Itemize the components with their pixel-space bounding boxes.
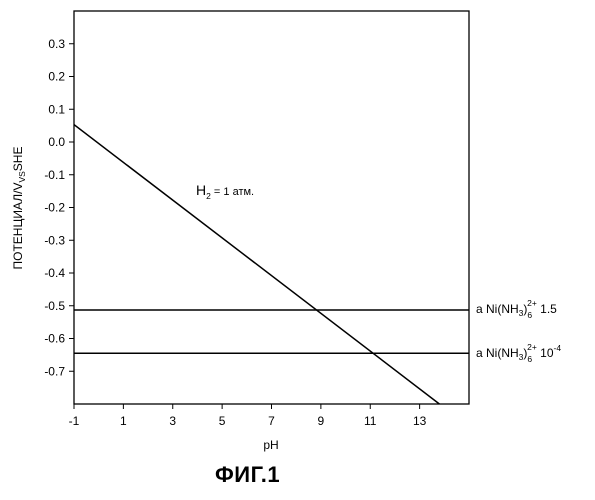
y-tick-label: -0.4 xyxy=(44,266,65,280)
plot-frame xyxy=(74,11,469,404)
x-tick-label: 3 xyxy=(169,414,176,428)
annotation-ni-high-value: 1.5 xyxy=(537,302,557,316)
annotation-ni-high-prefix: a Ni(NH xyxy=(476,302,519,316)
annotation-h2-main: H xyxy=(196,182,206,198)
y-tick-label: -0.6 xyxy=(44,332,65,346)
x-tick-label: 13 xyxy=(413,414,427,428)
annotation-ni-high-sub6: 6 xyxy=(527,310,532,320)
figure-caption: ФИГ.1 xyxy=(215,462,280,488)
annotation-ni-high: a Ni(NH3)62+ 1.5 xyxy=(476,298,557,320)
y-tick-label: -0.3 xyxy=(44,233,65,247)
y-tick-label: 0.1 xyxy=(48,102,65,116)
y-tick-label: 0.3 xyxy=(48,37,65,51)
y-tick-label: -0.1 xyxy=(44,168,65,182)
y-axis-title: ПОТЕНЦИАЛ/VVSSHE xyxy=(11,147,27,270)
annotation-ni-low-sub6: 6 xyxy=(527,354,532,364)
x-tick-label: 11 xyxy=(364,414,377,428)
x-tick-label: 5 xyxy=(219,414,226,428)
annotation-ni-low: a Ni(NH3)62+ 10-4 xyxy=(476,342,561,364)
annotation-ni-low-value: 10 xyxy=(537,346,554,360)
series-line-h2 xyxy=(74,125,439,404)
x-tick-label: 9 xyxy=(318,414,325,428)
annotation-ni-low-prefix: a Ni(NH xyxy=(476,346,519,360)
annotation-h2: H2 = 1 атм. xyxy=(196,182,254,201)
y-axis-title-sub: VS xyxy=(17,171,27,183)
annotation-h2-rest: = 1 атм. xyxy=(211,186,254,198)
annotation-ni-high-sup: 2+ xyxy=(527,298,537,308)
x-axis-title: pH xyxy=(263,438,278,452)
y-axis-title-tail: SHE xyxy=(11,147,25,172)
x-tick-label: 7 xyxy=(268,414,275,428)
y-tick-label: 0.2 xyxy=(48,70,65,84)
annotation-ni-low-exp: -4 xyxy=(554,343,562,353)
x-tick-label: -1 xyxy=(69,414,80,428)
annotation-ni-low-sup: 2+ xyxy=(527,342,537,352)
x-tick-label: 1 xyxy=(120,414,127,428)
y-axis-title-main: ПОТЕНЦИАЛ/V xyxy=(11,183,25,270)
y-tick-label: -0.2 xyxy=(44,201,65,215)
y-tick-label: -0.7 xyxy=(44,364,65,378)
y-tick-label: -0.5 xyxy=(44,299,65,313)
y-tick-label: 0.0 xyxy=(48,135,65,149)
